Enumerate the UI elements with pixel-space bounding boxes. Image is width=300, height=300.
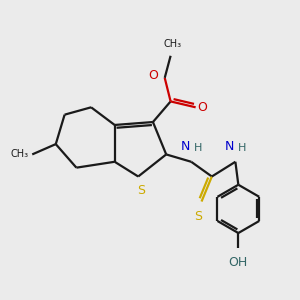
Text: H: H xyxy=(194,143,202,153)
Text: S: S xyxy=(195,210,203,223)
Text: O: O xyxy=(197,101,207,114)
Text: OH: OH xyxy=(229,256,248,269)
Text: CH₃: CH₃ xyxy=(11,149,29,159)
Text: S: S xyxy=(137,184,145,197)
Text: CH₃: CH₃ xyxy=(163,39,181,49)
Text: N: N xyxy=(224,140,234,153)
Text: N: N xyxy=(180,140,190,153)
Text: H: H xyxy=(238,143,246,153)
Text: O: O xyxy=(148,69,158,82)
